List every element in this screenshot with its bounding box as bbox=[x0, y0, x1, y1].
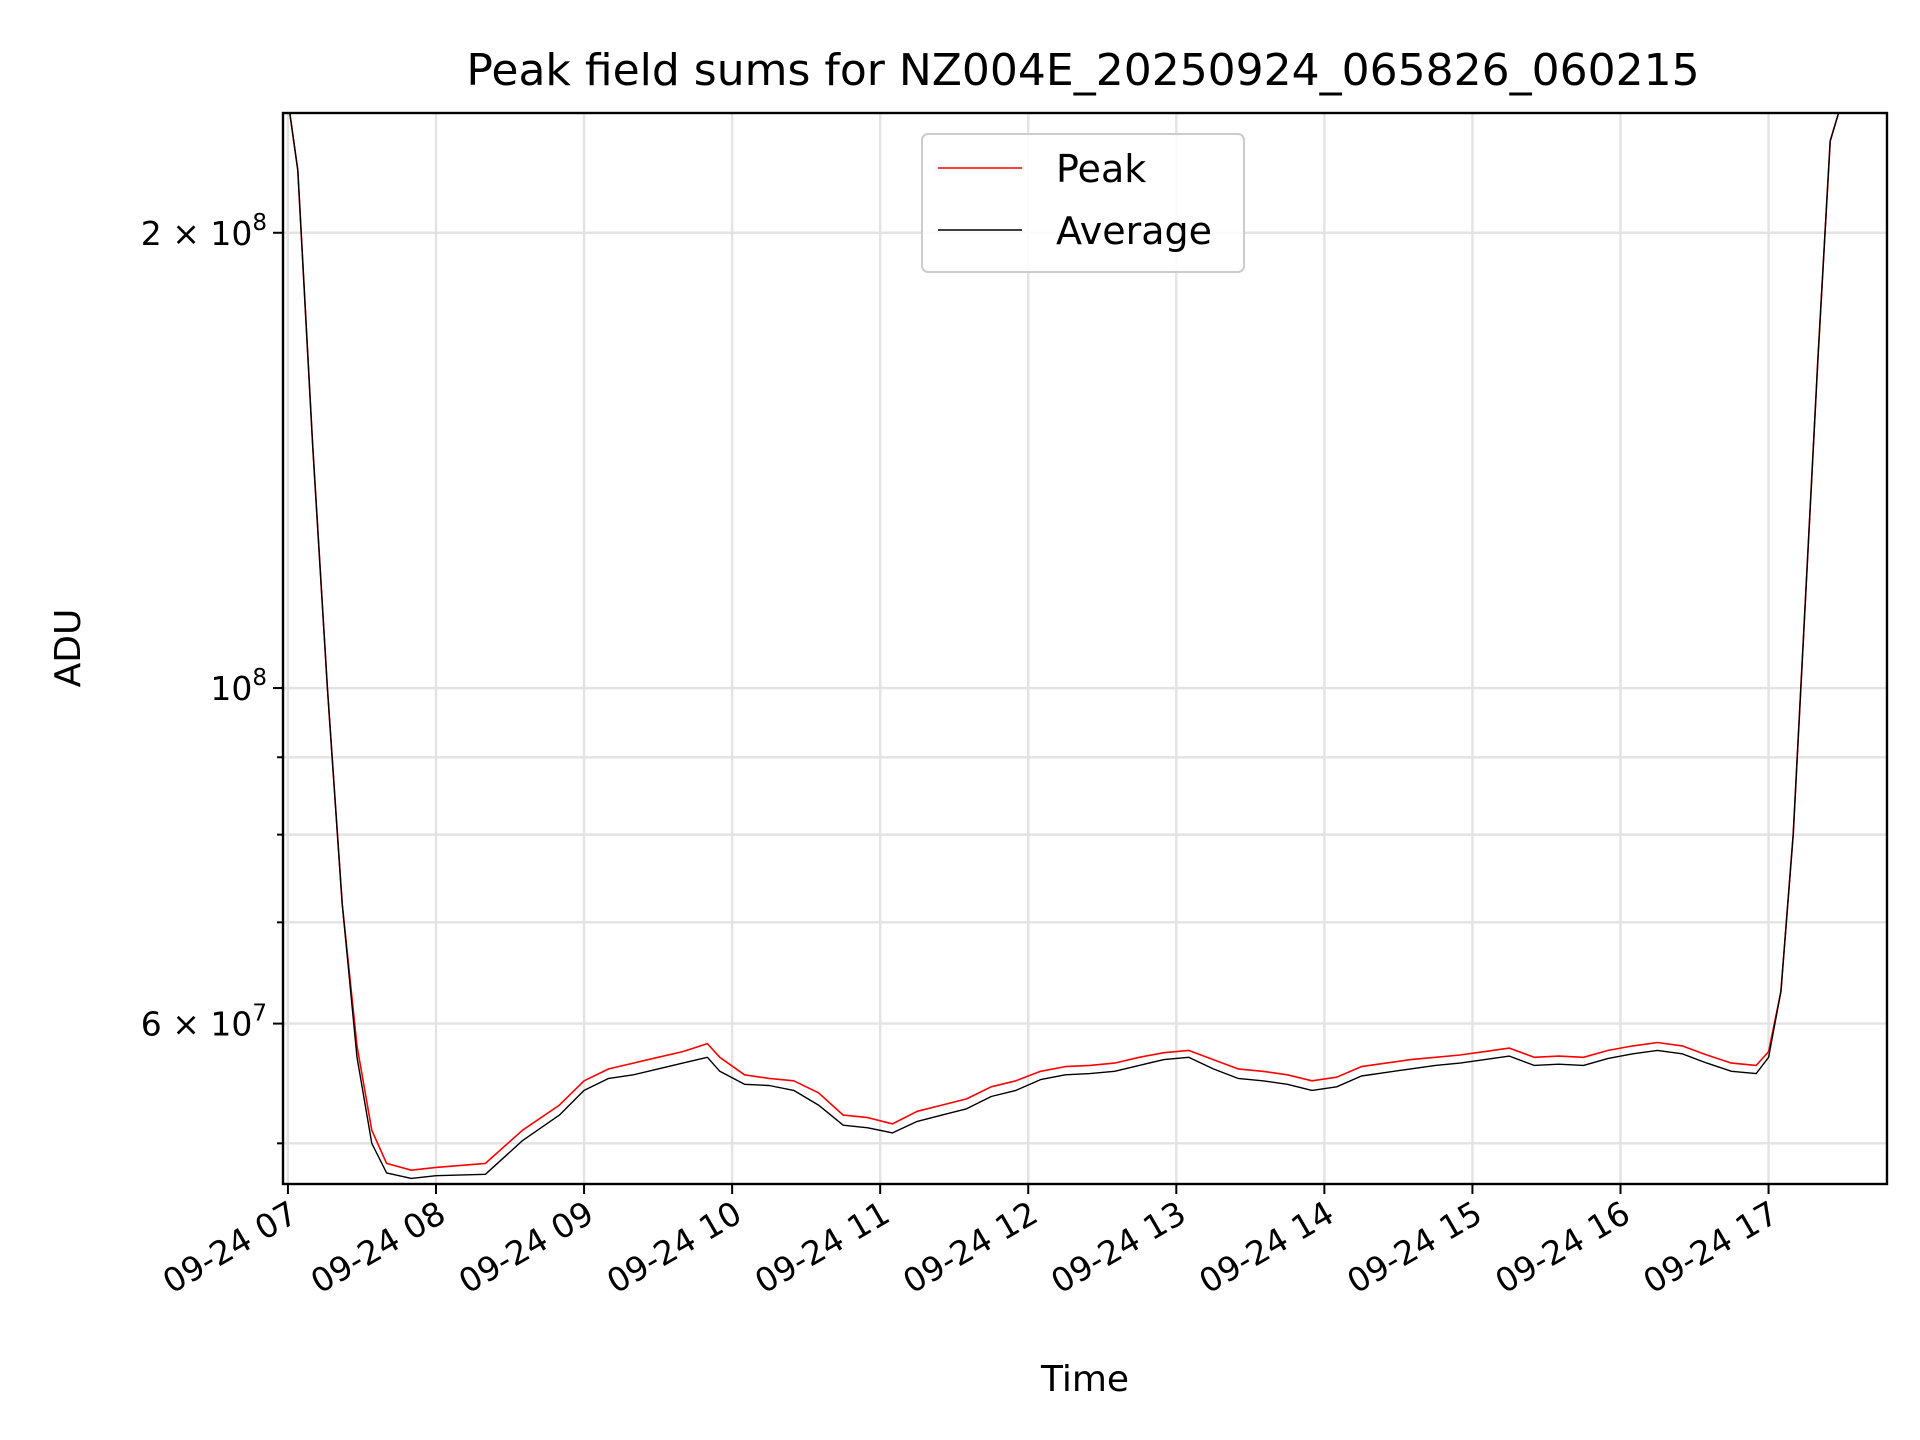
legend-label-average: Average bbox=[1056, 209, 1212, 253]
y-tick-label-0: 2 × 108 bbox=[141, 210, 267, 253]
series-line-peak bbox=[288, 113, 1840, 1171]
y-axis-label: ADU bbox=[48, 609, 89, 688]
plot-frame bbox=[281, 111, 1889, 1186]
legend: Peak Average bbox=[921, 133, 1245, 273]
legend-label-peak: Peak bbox=[1056, 147, 1146, 191]
y-tick-label-1: 108 bbox=[210, 665, 267, 708]
series-layer bbox=[288, 113, 1840, 1180]
x-axis-label: Time bbox=[1040, 1359, 1129, 1400]
series-line-average bbox=[289, 113, 1840, 1180]
chart-title: Peak field sums for NZ004E_20250924_0658… bbox=[466, 45, 1699, 96]
y-tick-label-2: 6 × 107 bbox=[141, 1001, 267, 1044]
grid-layer bbox=[283, 113, 1887, 1184]
